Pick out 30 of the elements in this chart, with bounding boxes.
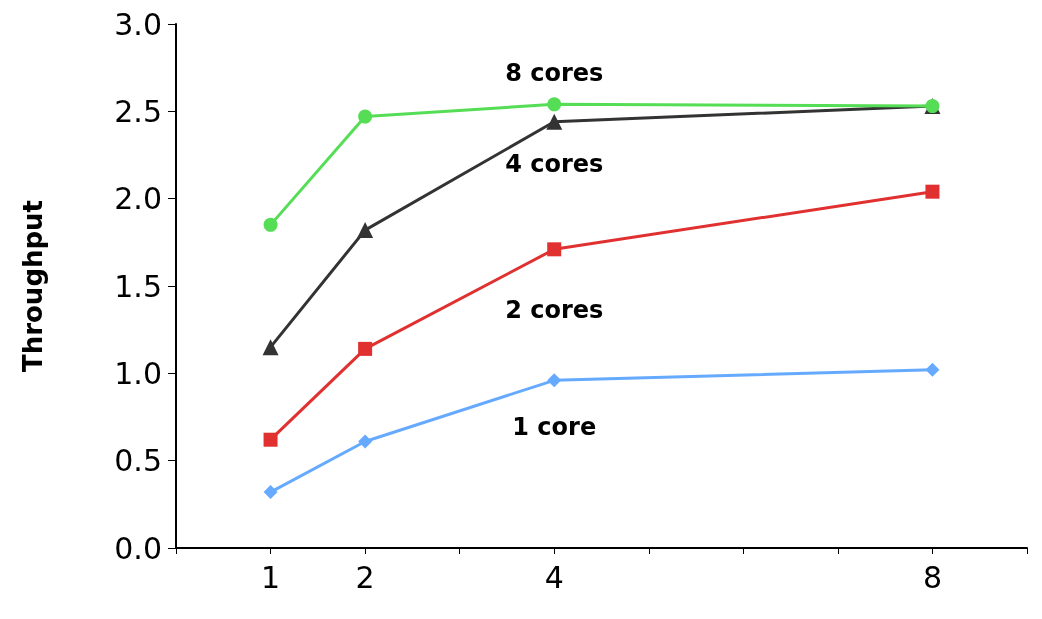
point [262,339,279,356]
point [547,97,562,112]
point [263,432,278,447]
y-tick-label: 0.5 [114,443,162,479]
y-tick-label: 3.0 [114,6,162,42]
point [358,434,373,449]
point [546,113,563,130]
y-tick-label: 1.5 [114,268,162,304]
x-tick-label: 2 [355,559,375,595]
point [263,485,278,500]
point [547,373,562,388]
point [358,341,373,356]
y-axis-title: Throughput [18,199,48,373]
point [357,222,374,239]
y-tick-label: 0.0 [114,530,162,566]
series-label: 4 cores [505,149,604,178]
point [925,184,940,199]
y-tick-label: 1.0 [114,355,162,391]
point [925,362,940,377]
x-tick-label: 4 [544,559,564,595]
x-tick-label: 8 [922,559,942,595]
series-label: 8 cores [505,59,604,88]
point [547,242,562,257]
x-tick-label: 1 [261,559,281,595]
point [263,217,278,232]
series-label: 2 cores [505,296,604,325]
series-label: 1 core [512,413,597,442]
y-tick-label: 2.0 [114,181,162,217]
point [358,109,373,124]
y-tick-label: 2.5 [114,93,162,129]
